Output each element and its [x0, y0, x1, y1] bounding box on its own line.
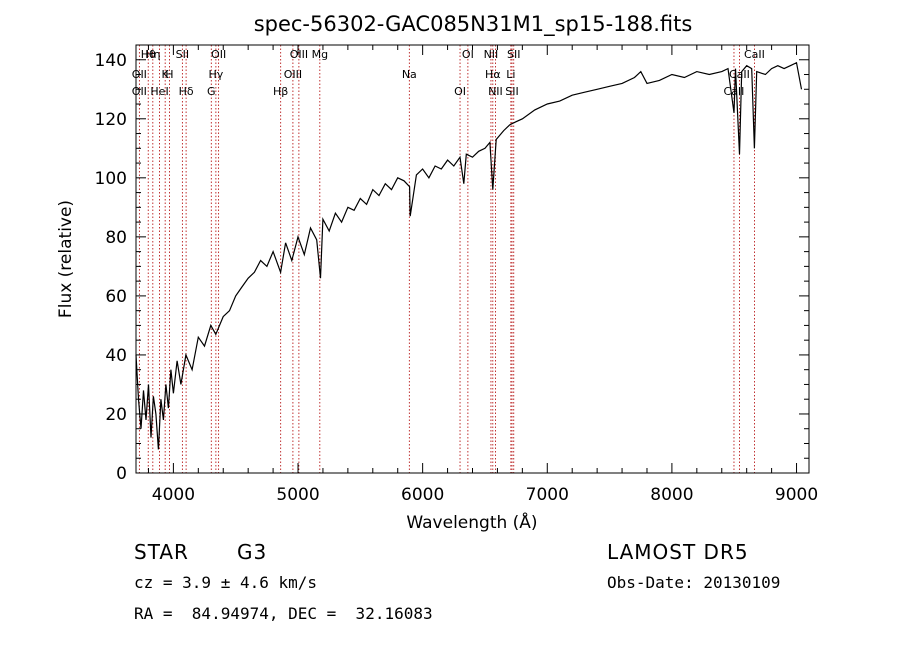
chart-title: spec-56302-GAC085N31M1_sp15-188.fits	[254, 12, 693, 37]
y-tick-label: 100	[95, 169, 127, 189]
line-marker-label: HeI	[150, 85, 168, 98]
object-subclass: G3	[237, 540, 268, 564]
line-marker-label: Hγ	[208, 68, 223, 81]
line-markers	[138, 45, 755, 473]
line-marker-label: OII	[132, 85, 147, 98]
y-tick-label: 0	[116, 464, 127, 484]
y-tick-label: 60	[105, 287, 127, 307]
line-marker-label: NII	[484, 48, 499, 61]
line-marker-label: SII	[176, 48, 189, 61]
line-marker-label: OIII	[284, 68, 302, 81]
line-marker-label: SII	[507, 48, 520, 61]
line-marker-label: H	[165, 68, 173, 81]
coordinates-text: RA = 84.94974, DEC = 32.16083	[134, 604, 433, 623]
x-tick-label: 5000	[276, 485, 319, 505]
x-tick-label: 8000	[650, 485, 693, 505]
y-tick-label: 120	[95, 110, 127, 130]
line-marker-label: Hβ	[273, 85, 288, 98]
y-tick-label: 80	[105, 228, 127, 248]
x-tick-label: 7000	[526, 485, 569, 505]
line-marker-label: CaII	[744, 48, 765, 61]
line-marker-label: Li	[506, 68, 515, 81]
survey-name: LAMOST DR5	[607, 540, 749, 564]
line-marker-label: CaII	[729, 68, 750, 81]
line-marker-label: K	[162, 68, 170, 81]
line-marker-label: SII	[505, 85, 518, 98]
x-tick-label: 4000	[152, 485, 195, 505]
line-marker-label: OI	[462, 48, 474, 61]
line-marker-label: OI	[454, 85, 466, 98]
plot-frame	[135, 44, 810, 474]
line-marker-label: Na	[402, 68, 417, 81]
line-marker-label: Hη	[145, 48, 160, 61]
obs-date-text: Obs-Date: 20130109	[607, 573, 781, 592]
x-axis-ticks: 4000 5000 6000 7000 8000 9000	[147, 45, 818, 505]
line-marker-label: Mg	[312, 48, 328, 61]
y-axis-label: Flux (relative)	[56, 200, 76, 318]
y-axis-ticks: 0 20 40 60 80 100 120 140	[95, 51, 809, 484]
spectrum-line	[135, 61, 803, 450]
line-marker-labels: HθKHδOIIOIIHeISIIHγOIIHηHGOIIIOIIIHβMgNa…	[132, 48, 765, 98]
x-tick-label: 6000	[401, 485, 444, 505]
y-tick-label: 20	[105, 405, 127, 425]
line-marker-label: NII	[488, 85, 503, 98]
y-tick-label: 140	[95, 51, 127, 71]
object-class: STAR	[134, 540, 189, 564]
line-marker-label: G	[207, 85, 216, 98]
line-marker-label: Hα	[485, 68, 501, 81]
line-marker-label: Hθ	[141, 48, 156, 61]
x-tick-label: 9000	[775, 485, 818, 505]
y-tick-label: 40	[105, 346, 127, 366]
line-marker-label: OII	[211, 48, 226, 61]
line-marker-label: CaII	[724, 85, 745, 98]
line-marker-label: Hδ	[179, 85, 194, 98]
line-marker-label: OIII	[290, 48, 308, 61]
x-axis-label: Wavelength (Å)	[406, 511, 537, 533]
redshift-text: cz = 3.9 ± 4.6 km/s	[134, 573, 318, 592]
